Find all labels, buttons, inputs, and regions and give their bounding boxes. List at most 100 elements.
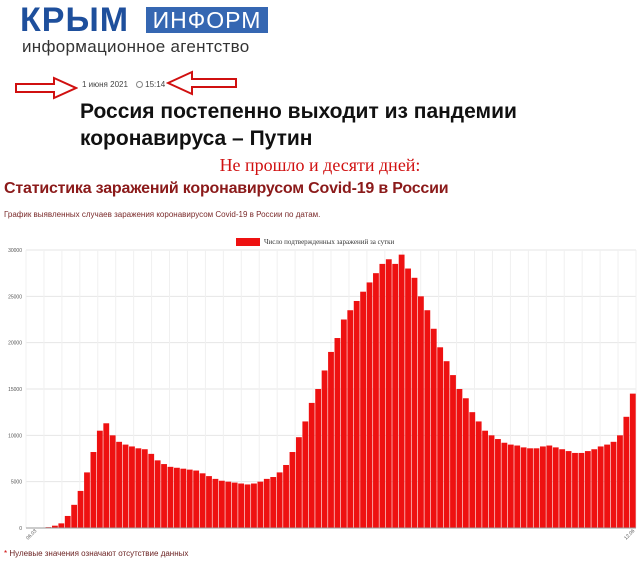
chart-bar (546, 445, 553, 528)
chart-bar (141, 449, 148, 528)
chart-bar (527, 448, 533, 528)
chart-bar (469, 412, 476, 528)
chart-bar (90, 452, 97, 528)
chart-bar (64, 515, 71, 528)
chart-bar (379, 263, 386, 528)
chart-bar (257, 481, 264, 528)
chart-bar (340, 319, 347, 528)
chart-bar (167, 466, 174, 528)
chart-bar (405, 268, 411, 528)
chart-bar (495, 439, 501, 528)
legend-swatch (236, 237, 260, 246)
left-arrow-icon (166, 70, 237, 96)
chart-bar (392, 263, 399, 528)
chart-bar (51, 525, 58, 528)
chart-bar (475, 421, 482, 528)
chart-bar (604, 444, 611, 528)
logo-wordmark: КРЫМ (20, 1, 130, 39)
chart-bar (385, 259, 392, 528)
chart-bar (122, 444, 129, 528)
article-headline[interactable]: Россия постепенно выходит из пандемии ко… (80, 100, 517, 150)
chart-bar (373, 273, 379, 528)
chart-bar (276, 472, 283, 528)
chart-bar (565, 451, 572, 528)
chart-bar (578, 452, 585, 528)
chart-bar (482, 430, 489, 528)
chart-bar (173, 467, 180, 528)
chart-bar (520, 447, 527, 528)
chart-bar (109, 435, 116, 528)
chart-bar (366, 282, 373, 528)
chart-bar (244, 484, 251, 528)
chart-bar (533, 448, 540, 528)
chart-bar (231, 482, 238, 528)
chart-bar (443, 361, 450, 528)
clock-icon (136, 81, 144, 89)
article-date: 1 июня 2021 (82, 80, 128, 89)
chart-bar (77, 490, 84, 528)
chart-bar (597, 446, 604, 528)
y-tick-label: 5000 (11, 480, 22, 486)
chart-bar (462, 398, 469, 528)
chart-bar (321, 370, 328, 528)
chart-bar (559, 449, 566, 528)
logo-subtitle: информационное агентство (22, 37, 250, 56)
chart-bar (591, 449, 598, 528)
chart-footnote: * Нулевые значения означают отсутствие д… (4, 549, 189, 558)
chart-bar (315, 389, 322, 528)
chart-bar (71, 504, 78, 528)
chart-bar (270, 477, 277, 528)
chart-bar (629, 393, 636, 528)
chart-bar (238, 483, 245, 528)
chart-bar (552, 447, 559, 528)
chart-bar (283, 464, 289, 528)
chart-bar (437, 347, 444, 528)
chart-bar (450, 375, 456, 528)
chart-bar (353, 300, 360, 528)
annotation-note: Не прошло и десяти дней: (219, 155, 421, 175)
chart-bar (116, 441, 123, 528)
chart-bar (514, 445, 521, 528)
chart-bar (199, 473, 206, 528)
y-tick-label: 0 (19, 526, 22, 532)
chart-bar (218, 480, 225, 528)
chart-bar (417, 296, 424, 528)
chart-bar (206, 476, 212, 528)
chart-bar (398, 254, 405, 528)
y-tick-label: 20000 (8, 341, 22, 347)
site-logo[interactable]: КРЫМ ИНФОРМ информационное агентство (20, 2, 270, 58)
y-tick-label: 30000 (8, 248, 22, 254)
covid-cases-chart: 0 5000 10000 15000 20000 25000 30000 06.03 12.06 (8, 248, 637, 541)
y-tick-label: 15000 (8, 387, 22, 393)
right-arrow-icon (15, 76, 78, 100)
chart-bar (154, 460, 161, 528)
chart-bar (212, 478, 219, 528)
chart-bar (328, 351, 334, 528)
chart-bar (456, 389, 463, 528)
chart-bar (302, 421, 309, 528)
y-tick-label: 25000 (8, 294, 22, 300)
chart-bar (129, 446, 135, 528)
chart-legend: Число подтвержденных заражений за сутки (236, 233, 394, 246)
chart-bar (334, 338, 341, 528)
chart-bar (103, 423, 110, 528)
chart-bar (539, 446, 546, 528)
chart-bar (488, 435, 495, 528)
chart-bar (96, 430, 103, 528)
chart-bar (430, 328, 437, 528)
chart-bar (84, 472, 90, 528)
chart-bar (193, 470, 200, 528)
chart-bar (411, 277, 418, 528)
x-tick-label: 12.06 (623, 528, 636, 541)
y-tick-label: 10000 (8, 433, 22, 439)
chart-bar (180, 468, 187, 528)
article-date-line: 1 июня 2021 15:14 (82, 80, 165, 89)
x-tick-label: 06.03 (25, 528, 38, 541)
chart-bar (58, 523, 65, 528)
chart-bar (263, 478, 270, 528)
chart-bar (295, 437, 302, 528)
statistics-title: Статистика заражений коронавирусом Covid… (4, 180, 449, 197)
chart-bar (584, 451, 591, 528)
chart-bar (623, 416, 630, 528)
chart-bar (308, 402, 315, 528)
